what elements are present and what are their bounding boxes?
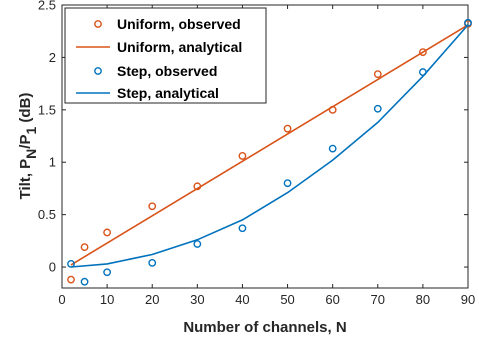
legend-marker-uniform-observed bbox=[94, 20, 102, 28]
data-point-uniform-observed bbox=[103, 228, 112, 237]
data-point-uniform-observed bbox=[238, 152, 247, 160]
data-point-uniform-observed bbox=[148, 202, 157, 211]
series-layer bbox=[67, 18, 472, 286]
legend-label: Step, analytical bbox=[117, 85, 219, 101]
x-axis-label: Number of channels, N bbox=[183, 319, 346, 336]
legend-box bbox=[64, 7, 267, 104]
x-tick-label: 80 bbox=[416, 292, 430, 307]
legend-marker-step-observed bbox=[94, 67, 102, 75]
data-point-step-observed bbox=[103, 268, 112, 277]
data-point-uniform-observed bbox=[373, 70, 382, 79]
data-point-step-observed bbox=[373, 104, 382, 113]
series-line-uniform-analytical bbox=[70, 24, 469, 266]
legend: Uniform, observed Uniform, analytical St… bbox=[64, 7, 267, 104]
y-axis-label: Tilt, PN/P1 (dB) bbox=[17, 93, 39, 200]
data-point-step-observed bbox=[148, 258, 157, 267]
x-tick-label: 70 bbox=[371, 292, 385, 307]
x-tick-label: 20 bbox=[145, 292, 159, 307]
legend-label: Step, observed bbox=[117, 63, 217, 79]
y-tick-label: 2 bbox=[49, 50, 56, 65]
data-point-step-observed bbox=[238, 224, 247, 233]
y-axis-label-part: /P bbox=[17, 135, 34, 149]
y-tick-label: 1 bbox=[49, 155, 56, 170]
y-tick-label: 0 bbox=[49, 260, 56, 275]
y-axis-label-subscript: N bbox=[23, 149, 39, 159]
x-tick-label: 10 bbox=[100, 292, 114, 307]
y-axis-label-part: (dB) bbox=[17, 93, 34, 127]
data-point-step-observed bbox=[80, 277, 89, 286]
data-point-step-observed bbox=[283, 179, 292, 188]
y-axis-label-subscript: 1 bbox=[23, 127, 39, 135]
series-line-step-analytical bbox=[70, 24, 469, 268]
x-tick-label: 40 bbox=[235, 292, 249, 307]
x-tick-label: 60 bbox=[325, 292, 339, 307]
y-tick-label: 2.5 bbox=[38, 0, 56, 13]
data-point-uniform-observed bbox=[283, 124, 292, 133]
legend-label: Uniform, analytical bbox=[117, 39, 242, 55]
y-tick-label: 1.5 bbox=[38, 102, 56, 117]
y-axis-label-part: Tilt, P bbox=[17, 159, 34, 200]
x-tick-label: 30 bbox=[190, 292, 204, 307]
data-point-uniform-observed bbox=[67, 275, 75, 284]
x-tick-label: 0 bbox=[58, 292, 65, 307]
data-point-step-observed bbox=[328, 144, 337, 153]
data-point-uniform-observed bbox=[80, 243, 89, 252]
y-axis-ticks: 0 0.5 1 1.5 2 2.5 bbox=[38, 0, 468, 275]
y-tick-label: 0.5 bbox=[38, 207, 56, 222]
x-tick-label: 50 bbox=[280, 292, 294, 307]
data-point-uniform-observed bbox=[418, 48, 427, 57]
x-axis-ticks: 0 10 20 30 40 50 60 70 80 90 bbox=[58, 5, 475, 307]
data-point-step-observed bbox=[193, 240, 202, 248]
x-tick-label: 90 bbox=[461, 292, 475, 307]
legend-label: Uniform, observed bbox=[117, 16, 241, 32]
